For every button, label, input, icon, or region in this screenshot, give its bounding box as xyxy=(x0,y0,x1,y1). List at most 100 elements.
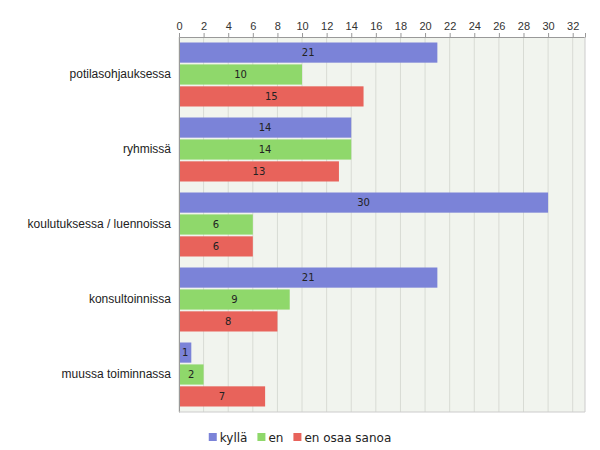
tick-label: 10 xyxy=(296,20,308,32)
tick: 12 xyxy=(321,20,333,37)
grid-line xyxy=(425,37,426,412)
bar xyxy=(179,236,253,256)
bar xyxy=(179,343,191,363)
tick: 30 xyxy=(542,20,554,37)
tick-label: konsultoinnissa xyxy=(89,292,171,306)
tick: 24 xyxy=(469,20,481,37)
plot-background xyxy=(179,37,585,412)
legend-label: en xyxy=(268,431,283,445)
legend-label: en osaa sanoa xyxy=(304,431,391,445)
tick: 22 xyxy=(444,20,456,37)
tick-mark xyxy=(302,33,303,37)
tick-mark xyxy=(425,33,426,37)
grid xyxy=(179,37,573,412)
bar xyxy=(179,311,277,331)
tick-label: 0 xyxy=(176,20,182,32)
chart: 2114302111014692151368702468101214161820… xyxy=(0,0,600,450)
tick-label: 26 xyxy=(493,20,505,32)
tick-label: 6 xyxy=(250,20,256,32)
data-label: 21 xyxy=(302,272,315,283)
grid-line xyxy=(400,37,401,412)
tick: 32 xyxy=(567,20,579,37)
grid-line xyxy=(474,37,475,412)
grid-line xyxy=(498,37,499,412)
tick-mark xyxy=(327,33,328,37)
tick-label: 32 xyxy=(567,20,579,32)
tick: potilasohjauksessa xyxy=(70,67,179,81)
tick-mark xyxy=(548,33,549,37)
tick-label: 14 xyxy=(346,20,358,32)
tick: ryhmissä xyxy=(123,142,179,156)
legend-item: en osaa sanoa xyxy=(293,431,391,445)
tick-label: 30 xyxy=(542,20,554,32)
tick-label: ryhmissä xyxy=(123,142,171,156)
tick: 14 xyxy=(346,20,358,37)
tick-label: 22 xyxy=(444,20,456,32)
legend-swatch xyxy=(257,433,265,441)
bar xyxy=(179,364,204,384)
grid-line xyxy=(179,37,180,412)
tick-mark xyxy=(573,33,574,37)
tick: 2 xyxy=(201,20,207,37)
data-label: 6 xyxy=(213,219,219,230)
legend-label: kyllä xyxy=(220,431,248,445)
x-axis: 02468101214161820222426283032 xyxy=(176,20,585,38)
data-label: 10 xyxy=(234,69,247,80)
tick-mark xyxy=(204,33,205,37)
grid-line xyxy=(548,37,549,412)
tick: koulutuksessa / luennoissa xyxy=(28,217,179,231)
tick-mark xyxy=(523,33,524,37)
tick-mark xyxy=(277,33,278,37)
tick: 28 xyxy=(518,20,530,37)
tick-label: 4 xyxy=(226,20,232,32)
tick-mark xyxy=(499,33,500,37)
tick-label: 28 xyxy=(518,20,530,32)
bar xyxy=(179,118,351,138)
bar xyxy=(179,64,302,84)
tick-mark xyxy=(474,33,475,37)
tick: konsultoinnissa xyxy=(89,292,179,306)
grid-line xyxy=(523,37,524,412)
data-label: 2 xyxy=(188,369,194,380)
bar xyxy=(179,289,290,309)
data-label: 9 xyxy=(231,294,237,305)
tick-label: 18 xyxy=(395,20,407,32)
bar xyxy=(179,139,351,159)
data-label: 14 xyxy=(259,144,272,155)
tick-mark xyxy=(179,33,180,37)
tick-label: 8 xyxy=(275,20,281,32)
y-axis: potilasohjauksessa ryhmissä koulutuksessa … xyxy=(28,38,180,413)
tick-label: muussa toiminnassa xyxy=(62,367,172,381)
bar xyxy=(179,214,253,234)
legend-item: kyllä xyxy=(209,431,248,445)
data-label: 6 xyxy=(213,241,219,252)
bar xyxy=(179,161,339,181)
axis-line xyxy=(179,38,180,413)
tick: 16 xyxy=(370,20,382,37)
frame xyxy=(179,412,585,413)
axis-line xyxy=(180,33,586,38)
tick: 20 xyxy=(419,20,431,37)
plot: 2114302111014692151368702468101214161820… xyxy=(28,20,586,413)
grid-line xyxy=(375,37,376,412)
tick-mark xyxy=(450,33,451,37)
legend-item: en xyxy=(257,431,283,445)
tick: 6 xyxy=(250,20,256,37)
tick: 18 xyxy=(395,20,407,37)
bar xyxy=(179,86,364,106)
data-label: 7 xyxy=(219,391,225,402)
tick: 4 xyxy=(226,20,232,37)
tick-label: koulutuksessa / luennoissa xyxy=(28,217,172,231)
tick-label: 12 xyxy=(321,20,333,32)
data-label: 13 xyxy=(253,166,266,177)
legend: kyllä en en osaa sanoa xyxy=(209,431,391,445)
legend-swatch xyxy=(293,433,301,441)
data-label: 30 xyxy=(357,197,370,208)
tick-label: 24 xyxy=(469,20,481,32)
tick-mark xyxy=(400,33,401,37)
bars xyxy=(179,43,548,407)
tick-label: 20 xyxy=(419,20,431,32)
data-label: 21 xyxy=(302,47,315,58)
tick-label: potilasohjauksessa xyxy=(70,67,172,81)
data-label: 15 xyxy=(265,91,278,102)
